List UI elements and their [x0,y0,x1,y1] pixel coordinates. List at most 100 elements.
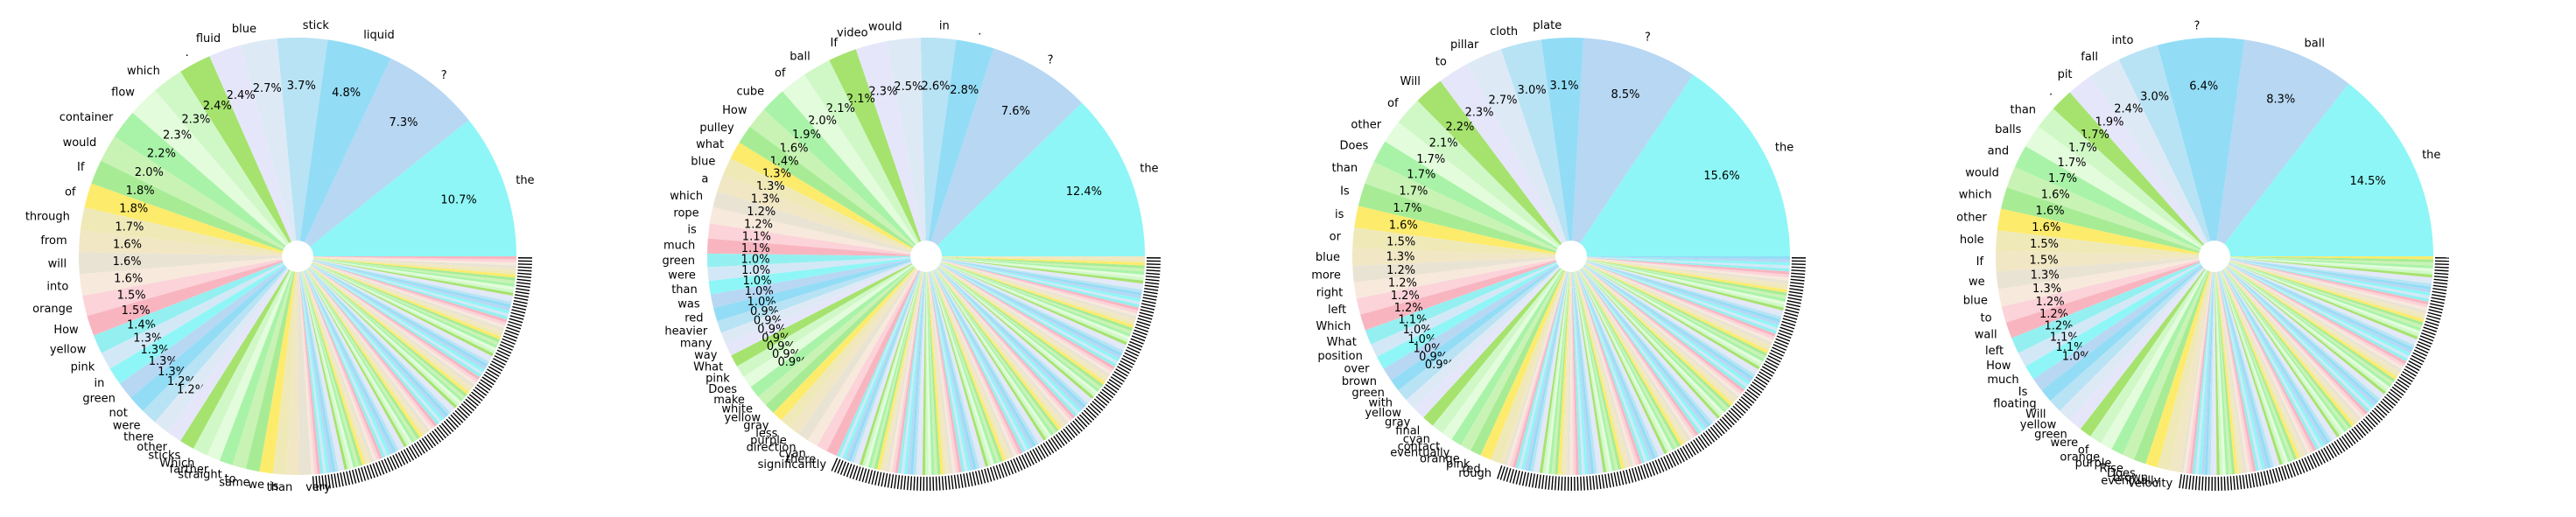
pie-slice-small [2215,256,2355,427]
small-slice-label-mark [1646,463,1653,477]
small-slice-label-mark [383,458,391,472]
pie-slice-small [1571,256,1787,297]
pie-label: . [978,25,981,38]
small-slice-label-mark [1637,465,1643,480]
pie-slice [167,256,298,442]
pie-slice-small [2215,256,2333,443]
pie-label: red [1462,463,1480,476]
pie-slice [79,252,298,275]
pie-slice-small [298,256,515,293]
small-slice-label-mark [1668,453,1676,467]
small-slice-label-mark [1127,346,1141,354]
pie-label: Which [159,457,194,470]
pie-slice-small [1571,256,1696,438]
pie-label: less [755,427,777,440]
pie-label: If [831,37,839,50]
pie-slice-small [926,256,956,474]
small-slice-label-mark [1146,266,1161,269]
pie-slice-small [2215,256,2362,421]
pie-slice-small [1571,256,1760,370]
pie-chart-1: the 10.7%? 7.3% liquid 4.8% stick 3.7% blue 2.7%… [25,19,535,494]
small-slice-label-mark [1101,388,1114,399]
small-slice-label-mark [959,473,964,488]
small-slice-label-mark [512,305,527,311]
pie-label: of [65,185,76,199]
pie-slice-small [926,256,953,474]
pie-slice [298,58,469,256]
pie-slice-small [298,256,453,413]
pie-slice-small [1571,256,1772,348]
pie-label: flow [111,87,135,100]
small-slice-label-mark [1722,416,1733,428]
pie-slice [132,90,298,257]
pie-label: not [109,407,128,420]
small-slice-label-mark [416,441,425,454]
pie-slice-small [2215,256,2433,260]
pie-slice-small [1571,256,1633,467]
pie-slice-small [2215,256,2375,409]
small-slice-label-mark [441,423,452,435]
small-slice-label-mark [1013,458,1020,472]
small-slice-label-mark [511,309,526,314]
pie-slice-small [298,256,455,411]
pie-slice-small [1571,256,1762,367]
small-slice-label-mark [1723,414,1735,426]
small-slice-label-mark [463,401,475,412]
pie-label: Does [708,383,737,396]
small-slice-label-mark [2304,457,2312,471]
small-slice-label-mark [418,439,428,452]
small-slice-label-mark [1757,374,1770,383]
pie-center-hole [1555,241,1587,272]
pie-slice [2001,187,2215,256]
small-slice-label-mark [429,432,439,445]
pie-slice-small [2215,256,2348,432]
small-slice-label-mark [348,470,354,485]
pie-slice [765,256,926,413]
pie-slice-small [871,256,926,469]
small-slice-label-mark [957,474,960,489]
pie-slice [855,41,926,256]
pie-label: which [670,190,703,203]
pie-slice [926,102,1145,256]
pie-slice-small [1527,256,1571,472]
pie-slice [1414,256,1571,418]
pie-label: . [2049,86,2053,99]
small-slice-label-mark [1586,476,1589,491]
pie-slice-small [1571,256,1733,407]
small-slice-label-mark [481,376,495,386]
pie-slice-small [1571,256,1729,411]
pie-slice-small [1515,256,1571,469]
pie-label: orange [1420,452,1460,465]
small-slice-label-mark [1616,472,1621,486]
pie-slice [2215,39,2349,256]
small-slice-label-mark [1790,276,1805,278]
pie-slice-small [298,256,466,400]
pie-slice-small [926,256,1026,453]
pie-slice-small [298,256,394,455]
pie-slice-small [1500,256,1571,465]
small-slice-label-mark [2298,459,2306,473]
pie-value-label: 1.6% [2032,221,2060,234]
small-slice-label-mark [1506,468,1512,482]
pie-value-label: 8.3% [2266,93,2295,106]
pie-slice-small [1571,256,1727,413]
pie-value-label: 2.3% [163,129,192,143]
pie-slice-small [2215,256,2414,351]
small-slice-label-mark [495,352,509,360]
pie-slice-small [2195,256,2215,475]
pie-slice-small [926,256,1094,400]
pie-slice-small [2215,256,2379,404]
pie-label: blue [232,23,256,36]
pie-value-label: 1.3% [762,168,791,181]
small-slice-label-mark [965,472,970,487]
small-slice-label-mark [1544,475,1548,490]
pie-slice-small [2215,256,2433,262]
small-slice-label-mark [839,461,847,475]
small-slice-label-mark [346,471,351,486]
pie-slice-small [926,256,1049,439]
pie-slice-small [298,256,366,465]
small-slice-label-mark [2192,475,2194,490]
small-slice-label-mark [1712,424,1723,437]
pie-slice-small [298,256,516,266]
small-slice-label-mark [516,288,530,291]
